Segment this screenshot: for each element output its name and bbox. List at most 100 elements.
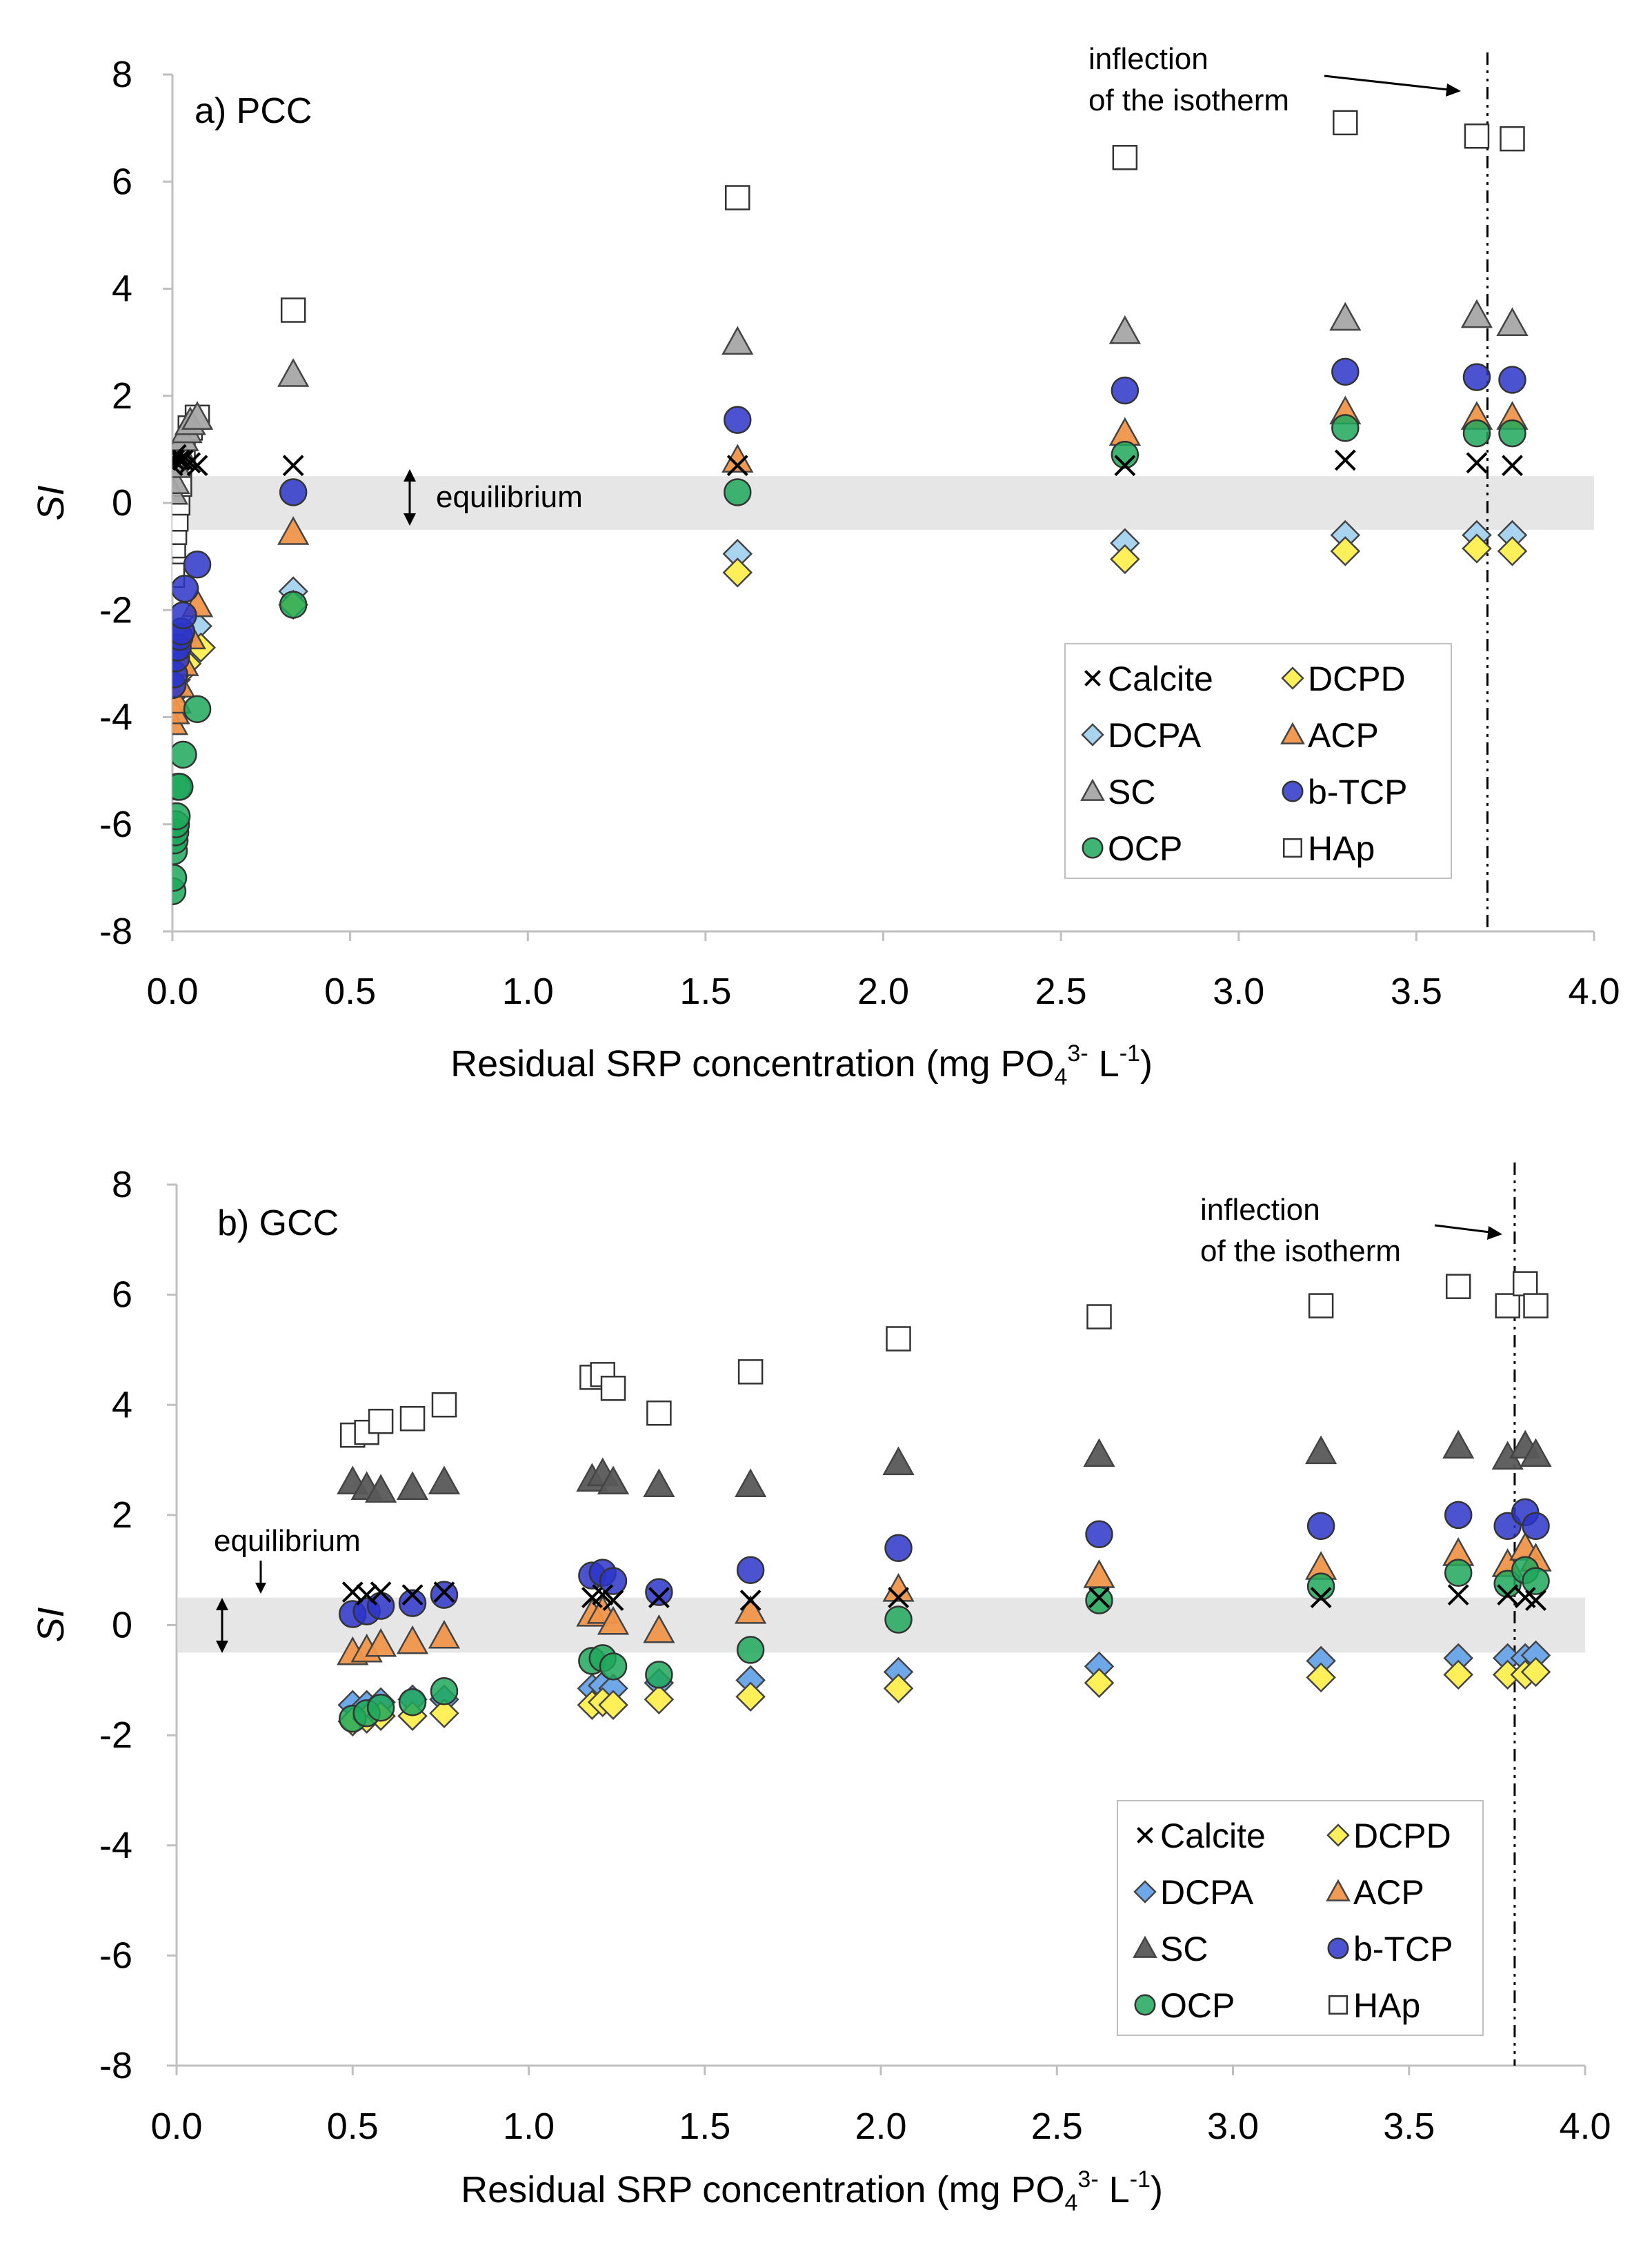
x-tick-label: 2.0 — [857, 971, 909, 1012]
point-ocp — [366, 1693, 395, 1722]
point-dcpd — [429, 1698, 459, 1728]
legend-box — [1117, 1800, 1484, 2036]
point-acp — [364, 1628, 397, 1657]
point-calcite — [370, 1581, 392, 1603]
y-tick-label: 4 — [112, 268, 132, 310]
equilibrium-annotation: equilibrium — [214, 1524, 361, 1653]
point-b-tcp — [172, 574, 199, 603]
point-b-tcp — [1306, 1512, 1335, 1541]
legend-label: b-TCP — [1308, 773, 1407, 811]
point-dcpd — [1520, 1656, 1551, 1688]
point-acp — [734, 1594, 767, 1624]
legend: Calcite DCPD DCPA ACP SC b-TCP OCP HAp — [1117, 1800, 1484, 2036]
legend-label: DCPA — [1160, 1873, 1254, 1912]
point-calcite — [648, 1587, 670, 1609]
point-b-tcp — [366, 1592, 395, 1620]
point-ocp — [279, 591, 308, 619]
legend-marker-calcite — [1084, 670, 1101, 686]
legend-marker-hap — [1283, 838, 1302, 858]
y-tick-label: 6 — [112, 161, 132, 202]
point-calcite — [1497, 1584, 1519, 1606]
x-tick-label: 1.5 — [679, 2106, 730, 2147]
point-sc — [1108, 315, 1141, 344]
point-ocp — [599, 1652, 628, 1681]
point-b-tcp — [279, 478, 308, 506]
point-dcpd — [722, 557, 753, 588]
point-b-tcp — [1085, 1520, 1113, 1549]
point-ocp — [736, 1636, 765, 1664]
legend-marker-acp — [1326, 1879, 1351, 1901]
inflection-annotation: inflection of the isotherm — [1200, 1193, 1502, 1268]
point-ocp — [1462, 419, 1491, 448]
panel-label: b) GCC — [217, 1203, 339, 1243]
point-sc — [1442, 1430, 1475, 1459]
tick-labels: 0.0 0.5 1.0 1.5 2.0 2.5 3.0 3.5 4.0 -8 -6 -4 -2 0 2 4 6 8 — [99, 54, 1620, 1012]
legend-label: DCPD — [1308, 660, 1406, 698]
point-dcpd — [735, 1681, 766, 1712]
equilibrium-band — [174, 476, 1594, 530]
point-hap — [886, 1326, 911, 1352]
legend-marker-b-tcp — [1327, 1937, 1349, 1959]
point-acp — [597, 1605, 630, 1635]
y-tick-label: 8 — [112, 1164, 132, 1205]
y-axis-label: SI — [30, 1607, 72, 1642]
y-tick-label: 2 — [112, 1494, 132, 1536]
point-ocp — [884, 1605, 913, 1634]
point-ocp — [1306, 1572, 1335, 1601]
point-sc — [1496, 307, 1529, 337]
point-dcpd — [644, 1684, 675, 1715]
legend-label: DCPA — [1108, 716, 1202, 755]
point-b-tcp — [884, 1534, 913, 1563]
y-tick-label: -2 — [99, 589, 132, 631]
chart-panel-a: 0.0 0.5 1.0 1.5 2.0 2.5 3.0 3.5 4.0 -8 -6 -4 -2 0 2 4 6 8… — [30, 42, 1620, 1090]
point-sc — [1083, 1438, 1115, 1467]
y-tick-label: -6 — [99, 1935, 132, 1976]
legend-marker-sc — [1080, 778, 1105, 801]
point-ocp — [183, 695, 212, 724]
point-ocp — [1444, 1559, 1473, 1587]
point-hap — [1086, 1304, 1112, 1329]
data-points — [172, 110, 1529, 906]
point-hap — [724, 185, 750, 210]
point-hap — [1495, 1293, 1520, 1318]
point-calcite — [1088, 1587, 1110, 1609]
x-tick-label: 2.0 — [855, 2106, 906, 2147]
point-ocp — [172, 864, 188, 892]
equilibrium-label: equilibrium — [436, 480, 583, 514]
point-b-tcp — [183, 551, 212, 579]
point-ocp — [172, 802, 191, 831]
x-tick-label: 2.5 — [1035, 971, 1087, 1012]
point-ocp — [1085, 1586, 1113, 1614]
point-ocp — [172, 740, 197, 769]
panel-label: a) PCC — [195, 91, 312, 131]
x-tick-label: 4.0 — [1568, 971, 1620, 1012]
legend: Calcite DCPD DCPA ACP SC b-TCP OCP HAp — [1064, 643, 1452, 879]
point-sc — [364, 1474, 397, 1503]
legend-label: HAp — [1353, 1986, 1420, 2025]
point-calcite — [1447, 1584, 1469, 1606]
point-hap — [600, 1376, 626, 1401]
legend-label: HAp — [1308, 829, 1375, 868]
inflection-annotation: inflection of the isotherm — [1088, 42, 1461, 117]
legend-label: ACP — [1353, 1873, 1424, 1912]
legend-marker-calcite — [1137, 1827, 1153, 1843]
legend-label: SC — [1160, 1930, 1208, 1968]
x-tick-label: 1.0 — [503, 2106, 555, 2147]
equilibrium-label: equilibrium — [214, 1524, 361, 1558]
x-tick-label: 3.5 — [1383, 2106, 1435, 2147]
point-calcite — [179, 452, 201, 474]
point-ocp — [1522, 1567, 1550, 1595]
point-sc — [396, 1471, 429, 1501]
y-tick-label: -4 — [99, 697, 132, 738]
y-tick-label: 0 — [112, 482, 132, 524]
legend-box — [1064, 643, 1452, 879]
point-hap — [1512, 1271, 1538, 1296]
legend-marker-dcpa — [1081, 723, 1104, 746]
legend-marker-hap — [1328, 1995, 1348, 2015]
x-tick-label: 2.5 — [1031, 2106, 1083, 2147]
y-tick-label: 4 — [112, 1384, 132, 1425]
point-calcite — [172, 449, 194, 471]
axes — [167, 1183, 1586, 2075]
point-acp — [428, 1619, 461, 1649]
point-b-tcp — [599, 1567, 628, 1595]
